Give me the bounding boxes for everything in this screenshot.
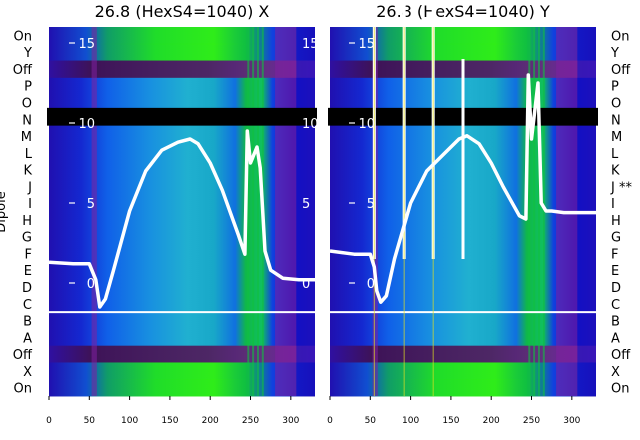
column-stripe [275, 27, 297, 396]
row-label: X [23, 365, 32, 380]
right-tick-label: 5 [302, 197, 310, 212]
row-label: X [611, 365, 620, 380]
overlay-tick-label: 15 [358, 37, 375, 52]
row-label: J ** [610, 180, 632, 195]
overlay-tick-label: 15 [78, 37, 95, 52]
row-label: D [22, 281, 32, 296]
x-tick-label: 200 [202, 416, 219, 426]
row-label: O [22, 96, 32, 111]
row-label: On [611, 29, 629, 44]
overlay-tick-label: 10 [358, 117, 375, 132]
row-label: F [25, 247, 32, 262]
x-tick-label: 150 [161, 416, 178, 426]
row-label: On [14, 382, 32, 397]
row-label: Y [610, 46, 619, 61]
x-tick-label: 250 [523, 416, 540, 426]
column-stripe [252, 27, 255, 396]
row-label: Off [611, 348, 631, 363]
row-label: B [23, 315, 32, 330]
row-label: H [22, 214, 32, 229]
row-label: D [611, 281, 621, 296]
column-stripe [256, 27, 259, 396]
overlay-tick-label: 0 [367, 277, 375, 292]
chart-title: 26.8 (HexS4=1040) X [95, 2, 270, 21]
row-label: G [611, 231, 621, 246]
row-label: C [23, 298, 32, 313]
row-label: I [611, 197, 615, 212]
row-label: E [611, 264, 619, 279]
column-stripe [528, 27, 531, 396]
column-stripe [533, 27, 536, 396]
row-label: Off [13, 348, 33, 363]
row-label: H [611, 214, 621, 229]
row-label: On [611, 382, 629, 397]
row-label: G [22, 231, 32, 246]
x-tick-label: 300 [282, 416, 299, 426]
column-stripe [247, 27, 250, 396]
x-tick-label: 100 [402, 416, 419, 426]
row-label: Y [23, 46, 32, 61]
row-label: K [611, 164, 620, 179]
row-label: L [611, 147, 619, 162]
row-label: N [22, 113, 32, 128]
band-n-black [47, 107, 317, 126]
chart-title: 26.8 (HexS4=1040) Y [376, 2, 550, 21]
row-label: P [24, 80, 32, 95]
row-label: A [23, 331, 32, 346]
row-label: C [611, 298, 620, 313]
row-label: On [14, 29, 32, 44]
column-stripe [91, 27, 97, 396]
column-stripe [537, 27, 540, 396]
row-label: I [28, 197, 32, 212]
row-label: J [27, 180, 32, 195]
trace-line [329, 73, 596, 304]
x-tick-label: 300 [563, 416, 580, 426]
overlay-tick-label: 0 [87, 277, 95, 292]
y-axis-label: Dipole [0, 191, 9, 232]
separator-line [49, 311, 315, 314]
trace-line [48, 129, 315, 309]
heatmap-panel-1: 26.8 (HexS4=1040) X On Y Off PONMLKJIHGFEDCB… [0, 2, 319, 426]
right-tick-label: 0 [302, 277, 310, 292]
row-label: P [611, 80, 619, 95]
row-label: A [611, 331, 620, 346]
row-label: Off [13, 63, 33, 78]
x-tick-label: 150 [442, 416, 459, 426]
right-tick-label: 15 [302, 37, 319, 52]
x-tick-label: 50 [365, 416, 377, 426]
row-label: M [611, 130, 622, 145]
right-tick-label: 10 [302, 117, 319, 132]
overlay-tick-label: 10 [78, 117, 95, 132]
row-label: N [611, 113, 621, 128]
row-label: E [24, 264, 32, 279]
column-stripe [542, 27, 545, 396]
x-tick-label: 50 [84, 416, 96, 426]
x-tick-label: 100 [121, 416, 138, 426]
row-label: B [611, 315, 620, 330]
row-label: K [23, 164, 32, 179]
x-tick-label: 250 [242, 416, 259, 426]
row-label: M [21, 130, 32, 145]
row-label: Off [611, 63, 631, 78]
row-label: O [611, 96, 621, 111]
overlay-tick-label: 5 [367, 197, 375, 212]
row-label: F [611, 247, 618, 262]
separator-line [330, 311, 596, 314]
overlay-tick-label: 5 [87, 197, 95, 212]
x-tick-label: 200 [483, 416, 500, 426]
row-label: L [25, 147, 33, 162]
x-tick-label: 0 [46, 416, 52, 426]
x-tick-label: 0 [327, 416, 333, 426]
